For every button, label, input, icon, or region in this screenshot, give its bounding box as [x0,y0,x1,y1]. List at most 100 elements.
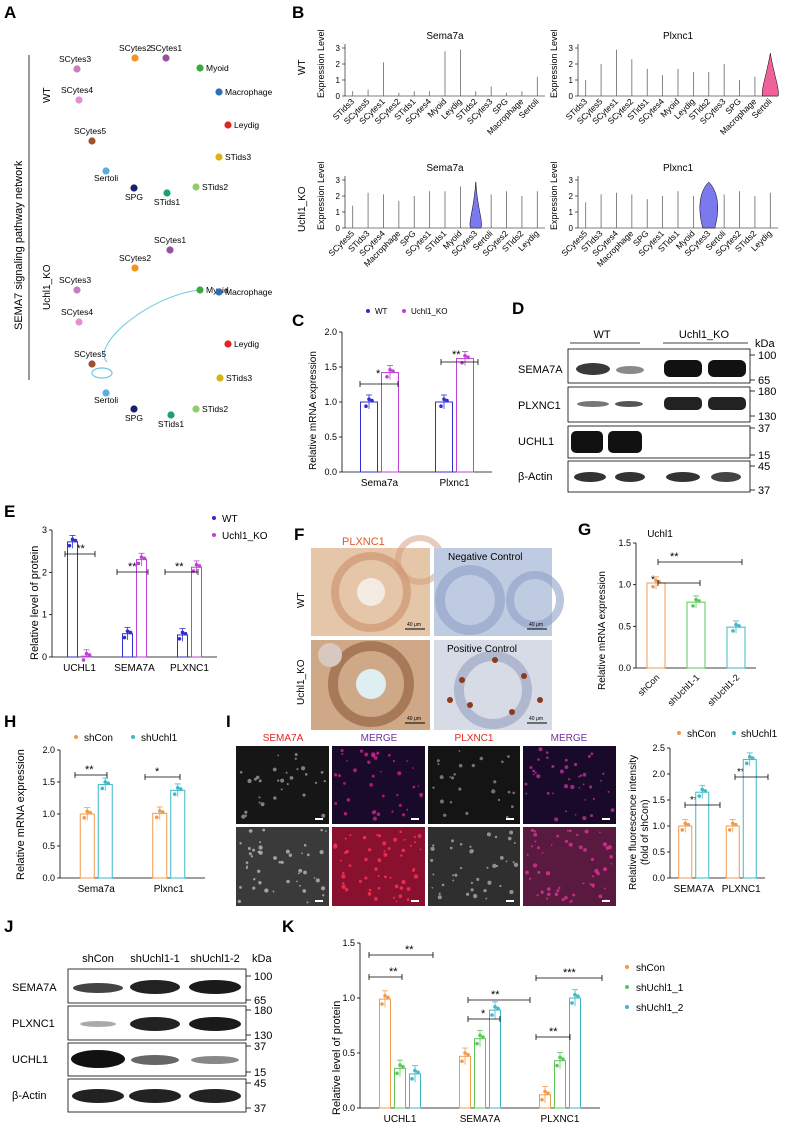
chart-k-point-shuchl1-2-plxnc1-3 [576,994,580,999]
ko-node-scytes4 [75,318,83,326]
if-speckle-8-25 [525,870,529,875]
ko-node-scytes1 [166,246,174,254]
if-speckle-8-47 [596,871,600,876]
if-speckle-3-19 [453,773,456,776]
chart-h-point-shuchl1-sema7a-3 [106,781,111,786]
violin-4-violin-body-scytes3 [699,181,718,229]
if-speckle-4-31 [559,769,564,774]
if-speckle-5-18 [248,829,253,833]
if-speckle-6-51 [341,884,346,889]
blot-j-marker-65: 65 [254,995,266,1007]
if-speckle-3-21 [497,798,501,802]
chart-e-ytick-label: 1 [42,610,47,620]
if-speckle-4-28 [532,773,535,776]
if-speckle-3-6 [451,776,455,780]
if-speckle-6-21 [374,867,378,871]
blot-j-marker-37b: 37 [254,1103,266,1115]
chart-h-point-shcon-plxnc1-2 [157,809,162,813]
if-speckle-8-51 [570,899,573,903]
panel-f: PLXNC1 WT Uchl1_KO 40 μm Negative Contro… [296,535,564,730]
if-speckle-7-13 [512,861,515,864]
violin-1-ytick-label: 0 [336,92,341,101]
if-speckle-5-33 [258,850,263,855]
if-speckle-3-10 [449,776,452,778]
chart-i-point-shuchl1-sema7a-2 [700,787,705,792]
if-speckle-1-22 [280,778,285,783]
if-speckle-5-8 [315,878,320,883]
if-speckle-2-21 [341,752,344,755]
wt-label-scytes1: SCytes1 [150,43,182,53]
if-speckle-6-35 [383,875,387,879]
chart-c-xtick-sema7a: Sema7a [361,478,399,489]
if-scale-bar-5 [315,900,323,902]
blot-d-marker-65: 65 [758,375,770,387]
if-speckle-7-3 [431,886,434,889]
if-speckle-4-35 [546,791,550,795]
if-speckle-6-34 [340,859,342,862]
ko-label-sertoli: Sertoli [94,395,118,405]
chart-k-point-shcon-sema7a-3 [466,1052,470,1057]
if-speckle-5-27 [296,880,298,883]
legend-e-wt: WT [222,514,238,525]
sig-k-6: *** [563,967,577,979]
if-speckle-6-20 [406,887,411,891]
chart-g-point-value-shuchl1-1-1 [691,604,695,608]
if-speckle-8-21 [589,883,592,886]
if-speckle-7-10 [449,846,453,850]
if-speckle-2-15 [387,753,391,757]
chart-c-point-wt-sema7a-2 [367,397,371,402]
if-speckle-1-23 [277,779,280,782]
if-speckle-4-36 [565,810,568,813]
chart-i-point-shuchl1-plxnc1-3 [750,756,755,760]
if-speckle-5-39 [302,889,307,893]
sig-k-3: * [481,1008,486,1020]
if-speckle-2-37 [392,760,395,763]
if-speckle-8-8 [584,829,589,834]
if-speckle-7-37 [430,846,435,851]
if-speckle-7-36 [441,883,445,887]
if-speckle-5-6 [320,886,326,891]
wt-node-scytes1 [162,54,170,62]
if-speckle-1-13 [285,771,288,774]
blot-j-marker-45: 45 [254,1078,266,1090]
if-speckle-7-23 [430,858,434,862]
if-speckle-8-18 [554,892,559,897]
if-speckle-8-31 [583,848,587,852]
if-speckle-6-28 [344,837,347,840]
chart-g-point-value-shuchl1-2-3 [737,624,741,628]
if-speckle-4-11 [551,764,555,769]
ko-label-macrophage: Macrophage [225,287,273,297]
if-speckle-7-38 [470,888,474,892]
chart-h-ytick-label: 1.5 [42,777,55,787]
sig-e-2: ** [128,561,137,573]
if-speckle-6-18 [413,835,417,839]
if-speckle-4-27 [570,784,575,790]
if-speckle-3-25 [439,775,444,780]
if-speckle-3-1 [449,801,453,804]
chart-e-bar-uchl1-ko-sema7a [136,559,147,658]
if-speckle-3-12 [432,786,435,789]
blot-j-unit: kDa [252,953,272,965]
chart-k-point-shuchl1-1-uchl1-1 [395,1071,399,1076]
if-speckle-7-35 [465,892,470,896]
if-speckle-4-1 [589,785,593,789]
chart-g-ytick-label: 0.0 [618,663,631,673]
if-scale-bar-2 [411,818,419,820]
if-scale-bar-1 [315,818,323,820]
chart-g-ytick-label: 1.0 [618,580,631,590]
chart-c-point-uchl1-ko-plxnc1-2 [463,354,467,358]
legend-c-wt: WT [375,307,388,316]
if-image-shcon-merge-2 [523,746,616,824]
panel-i: SEMA7A MERGE PLXNC1 MERGE shCon shUchl1 … [236,729,778,906]
panel-label-a: A [4,3,16,22]
ko-label-stids1: STids1 [158,419,184,429]
sig-c-1: * [376,368,381,380]
if-speckle-5-16 [258,881,262,885]
chart-i-point-shuchl1-plxnc1-2 [747,755,752,759]
if-speckle-4-5 [600,779,603,782]
if-speckle-5-42 [278,860,282,864]
violin-2-ytick-label: 1 [569,76,574,85]
wt-label-spg: SPG [125,192,143,202]
chart-c-xtick-plxnc1: Plxnc1 [439,478,469,489]
